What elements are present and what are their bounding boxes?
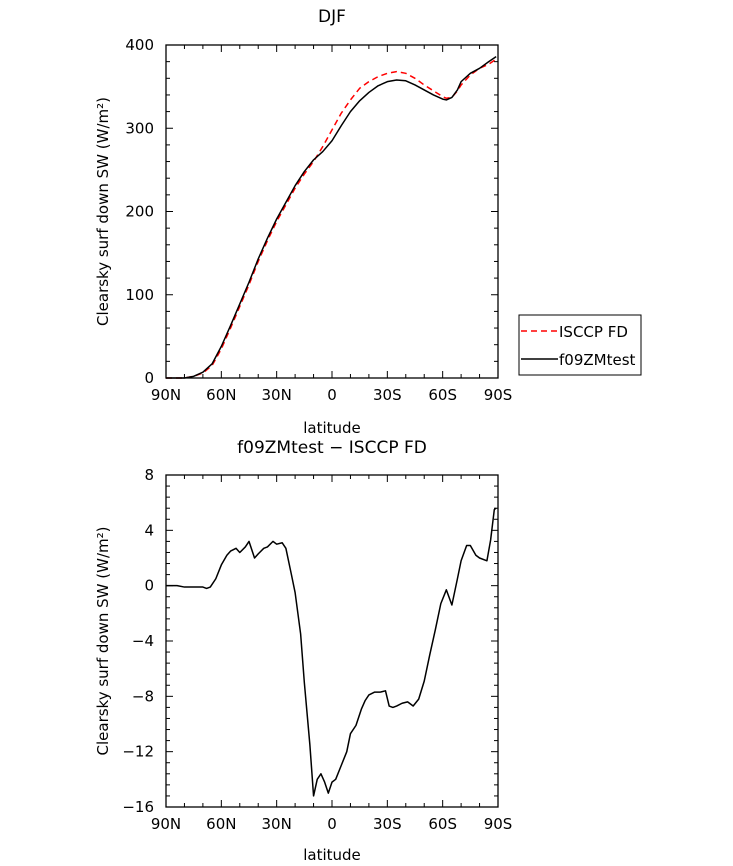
y-tick-label: −16 xyxy=(122,798,154,816)
x-tick-label: 60S xyxy=(428,815,457,833)
bottom-chart-plot-frame xyxy=(165,474,499,808)
top-chart-title: DJF xyxy=(318,7,346,27)
y-tick-label: 200 xyxy=(125,203,154,221)
y-tick-label: 0 xyxy=(144,369,154,387)
x-tick-label: 90N xyxy=(151,386,181,404)
y-tick-label: −8 xyxy=(132,687,154,705)
y-tick-label: 300 xyxy=(125,119,154,137)
legend-box xyxy=(518,314,642,376)
x-tick-label: 90S xyxy=(484,386,513,404)
bottom-chart-x-axis-label: latitude xyxy=(303,846,361,864)
top-chart: DJF 90N 60N 30N 0 30S 60S 90S 0 100 200 300 400 Cle… xyxy=(94,7,642,437)
y-tick-label: 400 xyxy=(125,36,154,54)
y-tick-label: −12 xyxy=(122,743,154,761)
top-chart-x-axis-label: latitude xyxy=(303,419,361,437)
bottom-chart-title: f09ZMtest − ISCCP FD xyxy=(237,438,427,458)
x-tick-label: 30N xyxy=(262,386,292,404)
top-chart-plot-frame xyxy=(165,44,499,379)
x-tick-label: 0 xyxy=(327,386,337,404)
x-tick-label: 60N xyxy=(206,815,236,833)
bottom-chart: f09ZMtest − ISCCP FD 90N 60N 30N 0 30S 60S 90S… xyxy=(94,438,512,864)
y-tick-label: −4 xyxy=(132,632,154,650)
y-tick-label: 0 xyxy=(144,577,154,595)
y-tick-label: 100 xyxy=(125,286,154,304)
y-tick-label: 4 xyxy=(144,521,154,539)
top-chart-series-f09zmtest xyxy=(166,56,497,379)
x-tick-label: 90N xyxy=(151,815,181,833)
x-tick-label: 0 xyxy=(327,815,337,833)
x-tick-label: 60N xyxy=(206,386,236,404)
x-tick-label: 90S xyxy=(484,815,513,833)
x-tick-label: 60S xyxy=(428,386,457,404)
legend: ISCCP FD f09ZMtest xyxy=(518,314,642,376)
x-tick-label: 30S xyxy=(373,815,402,833)
bottom-chart-y-axis-label: Clearsky surf down SW (W/m²) xyxy=(94,527,112,756)
bottom-chart-series-difference xyxy=(166,507,497,797)
legend-label-f09zmtest: f09ZMtest xyxy=(559,351,636,369)
top-chart-series-isccp-fd xyxy=(166,58,497,379)
x-tick-label: 30S xyxy=(373,386,402,404)
x-tick-label: 30N xyxy=(262,815,292,833)
top-chart-y-axis-label: Clearsky surf down SW (W/m²) xyxy=(94,97,112,326)
y-tick-label: 8 xyxy=(144,466,154,484)
legend-label-isccp-fd: ISCCP FD xyxy=(559,323,628,341)
